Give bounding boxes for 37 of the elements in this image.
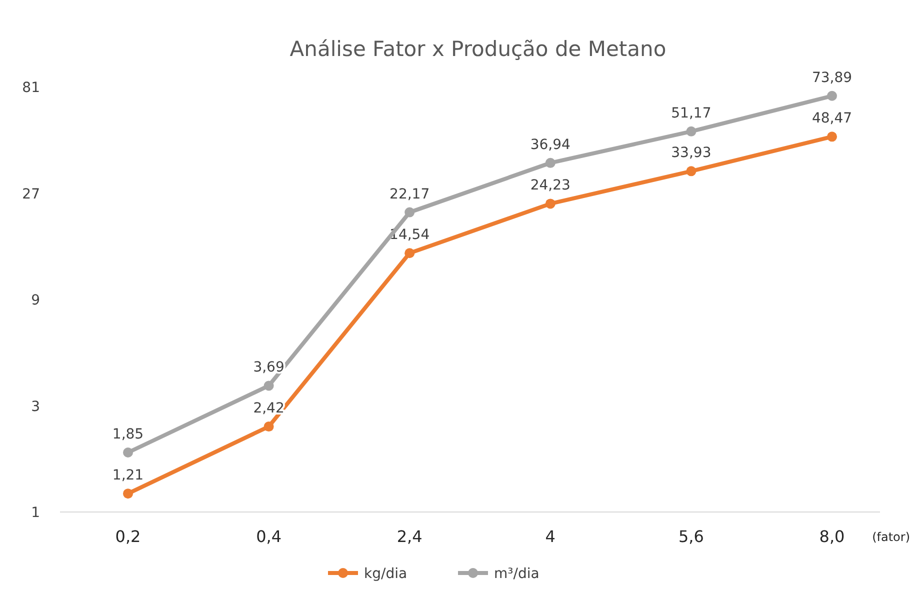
point bbox=[686, 126, 696, 136]
x-tick-label: 4 bbox=[545, 527, 556, 546]
point bbox=[545, 198, 556, 209]
legend-label: kg/dia bbox=[364, 566, 408, 582]
point bbox=[686, 166, 696, 176]
data-label: 33,93 bbox=[671, 145, 712, 162]
point bbox=[264, 380, 274, 391]
chart-title: Análise Fator x Produção de Metano bbox=[290, 37, 666, 61]
data-label: 24,23 bbox=[530, 178, 570, 194]
y-tick-label: 81 bbox=[22, 80, 40, 96]
point bbox=[404, 207, 415, 218]
x-tick-label: 0,2 bbox=[115, 527, 141, 546]
y-tick-label: 27 bbox=[22, 186, 40, 202]
legend-label: m³/dia bbox=[494, 566, 540, 582]
y-tick-label: 3 bbox=[31, 398, 40, 415]
data-label: 3,69 bbox=[253, 360, 284, 376]
x-tick-label: 8,0 bbox=[819, 527, 845, 546]
point bbox=[827, 132, 837, 142]
x-axis-title: (fator) bbox=[872, 530, 910, 544]
x-tick-label: 0,4 bbox=[256, 527, 282, 546]
data-label: 73,89 bbox=[812, 70, 852, 86]
data-label: 1,85 bbox=[112, 426, 144, 443]
point bbox=[827, 90, 837, 101]
x-tick-label: 5,6 bbox=[678, 527, 704, 546]
data-label: 51,17 bbox=[671, 105, 712, 122]
point bbox=[545, 158, 556, 168]
y-tick-label: 9 bbox=[31, 292, 40, 308]
point bbox=[123, 488, 133, 499]
data-label: 1,21 bbox=[112, 468, 144, 484]
data-label: 36,94 bbox=[530, 136, 571, 153]
data-label: 22,17 bbox=[390, 186, 430, 202]
x-tick-label: 2,4 bbox=[396, 527, 422, 546]
point bbox=[123, 448, 133, 458]
data-label: 48,47 bbox=[812, 110, 852, 127]
point bbox=[404, 248, 415, 258]
point bbox=[264, 422, 274, 432]
y-tick-label: 1 bbox=[31, 505, 40, 521]
